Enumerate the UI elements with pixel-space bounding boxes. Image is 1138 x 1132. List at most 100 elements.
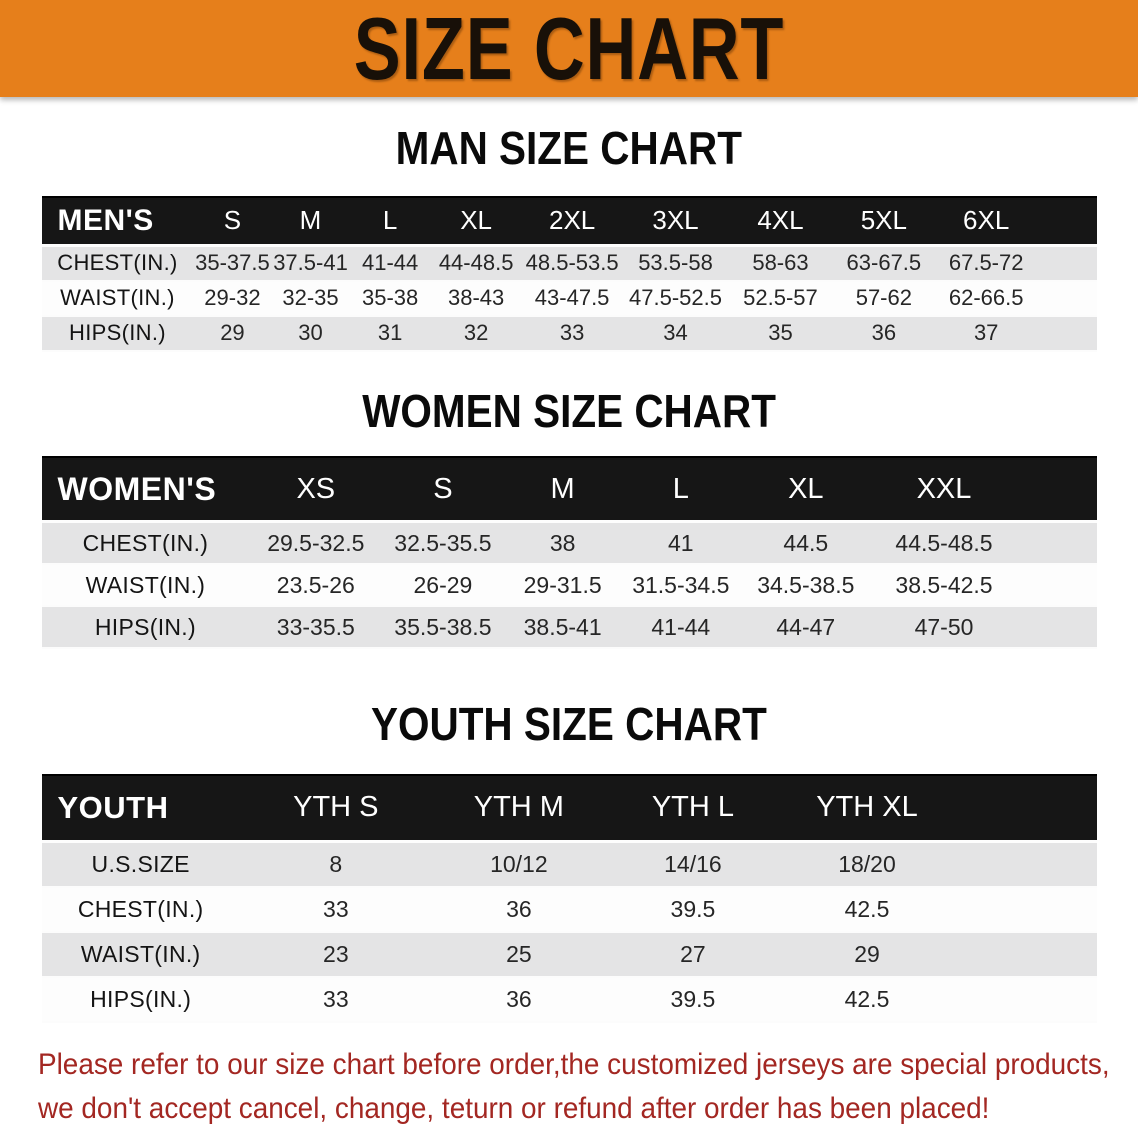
table-row: WAIST(IN.) 23 25 27 29	[41, 932, 1097, 978]
size-value-cell: 33-35.5	[249, 607, 383, 650]
size-value-cell: 29	[193, 316, 272, 352]
measurement-label: WAIST(IN.)	[41, 565, 250, 608]
table-corner-label: MEN'S	[41, 195, 194, 247]
table-row: HIPS(IN.) 29 30 31 32 33 34 35 36 37	[41, 316, 1097, 352]
size-value-cell: 8	[239, 842, 432, 888]
filler-cell	[954, 932, 1097, 978]
size-column-header: XL	[430, 195, 522, 247]
size-value-cell: 34.5-38.5	[739, 565, 872, 608]
table-row: WAIST(IN.) 23.5-26 26-29 29-31.5 31.5-34.5 34…	[41, 565, 1097, 608]
size-column-header: 6XL	[935, 195, 1038, 247]
size-column-header: YTH L	[605, 773, 780, 843]
size-value-cell: 29	[779, 932, 955, 978]
size-value-cell: 32-35	[271, 281, 350, 317]
size-value-cell: 44.5	[739, 523, 872, 566]
measurement-label: CHEST(IN.)	[41, 246, 194, 282]
filler-cell	[1016, 607, 1097, 650]
size-column-header: 4XL	[728, 195, 833, 247]
women-section-heading: WOMEN SIZE CHART	[0, 384, 1138, 437]
filler-header-cell	[954, 773, 1097, 843]
measurement-label: U.S.SIZE	[41, 842, 240, 888]
measurement-label: CHEST(IN.)	[41, 523, 250, 566]
size-value-cell: 44-48.5	[430, 246, 522, 282]
size-value-cell: 36	[431, 887, 606, 933]
size-value-cell: 37	[935, 316, 1038, 352]
size-value-cell: 47-50	[871, 607, 1017, 650]
size-value-cell: 39.5	[605, 977, 780, 1023]
banner-title: SIZE CHART	[353, 0, 785, 98]
filler-cell	[1037, 316, 1097, 352]
filler-cell	[1037, 246, 1097, 282]
size-value-cell: 25	[431, 932, 606, 978]
women-section-heading-text: WOMEN SIZE CHART	[362, 384, 776, 437]
table-header-row: MEN'S S M L XL 2XL 3XL 4XL 5XL 6XL	[41, 195, 1097, 247]
size-value-cell: 35-38	[349, 281, 431, 317]
measurement-label: WAIST(IN.)	[41, 281, 194, 317]
size-value-cell: 42.5	[779, 977, 955, 1023]
size-column-header: XL	[739, 456, 872, 524]
table-corner-label: WOMEN'S	[41, 456, 250, 524]
youth-section-heading: YOUTH SIZE CHART	[0, 699, 1138, 750]
filler-cell	[954, 842, 1097, 888]
size-value-cell: 53.5-58	[622, 246, 729, 282]
size-value-cell: 38.5-42.5	[871, 565, 1017, 608]
measurement-label: HIPS(IN.)	[41, 977, 240, 1023]
table-row: CHEST(IN.) 35-37.5 37.5-41 41-44 44-48.5 48.5…	[41, 246, 1097, 282]
size-column-header: S	[193, 195, 272, 247]
size-value-cell: 42.5	[779, 887, 955, 933]
men-size-table: MEN'S S M L XL 2XL 3XL 4XL 5XL 6XL CHEST(IN.) 35-37…	[41, 195, 1097, 352]
men-section-heading-text: MAN SIZE CHART	[395, 122, 743, 174]
size-value-cell: 44-47	[739, 607, 872, 650]
size-column-header: S	[382, 456, 504, 524]
size-value-cell: 35	[728, 316, 833, 352]
filler-cell	[1037, 281, 1097, 317]
size-value-cell: 36	[832, 316, 936, 352]
disclaimer-line-2: we don't accept cancel, change, teturn o…	[38, 1091, 990, 1125]
measurement-label: WAIST(IN.)	[41, 932, 240, 978]
size-value-cell: 23	[239, 932, 432, 978]
size-value-cell: 63-67.5	[832, 246, 936, 282]
disclaimer-line-1: Please refer to our size chart before or…	[38, 1047, 1110, 1081]
table-row: WAIST(IN.) 29-32 32-35 35-38 38-43 43-47.5 47.…	[41, 281, 1097, 317]
men-section-heading: MAN SIZE CHART	[0, 123, 1138, 174]
measurement-label: CHEST(IN.)	[41, 887, 240, 933]
size-value-cell: 29-31.5	[503, 565, 622, 608]
size-column-header: 3XL	[622, 195, 729, 247]
disclaimer-text: Please refer to our size chart before or…	[38, 1043, 1138, 1131]
women-size-table: WOMEN'S XS S M L XL XXL CHEST(IN.) 29.5-32.5 32.5…	[41, 456, 1097, 650]
size-value-cell: 44.5-48.5	[871, 523, 1017, 566]
size-value-cell: 32.5-35.5	[382, 523, 504, 566]
youth-size-table: YOUTH YTH S YTH M YTH L YTH XL U.S.SIZE 8 10/12…	[41, 773, 1097, 1023]
size-column-header: 2XL	[521, 195, 623, 247]
size-value-cell: 34	[622, 316, 729, 352]
filler-header-cell	[1037, 195, 1097, 247]
size-value-cell: 35-37.5	[193, 246, 272, 282]
size-value-cell: 38	[503, 523, 622, 566]
table-corner-label: YOUTH	[41, 773, 240, 843]
size-value-cell: 29-32	[193, 281, 272, 317]
size-value-cell: 38-43	[430, 281, 522, 317]
size-value-cell: 33	[239, 887, 432, 933]
size-value-cell: 27	[605, 932, 780, 978]
size-column-header: M	[503, 456, 622, 524]
size-value-cell: 18/20	[779, 842, 955, 888]
size-value-cell: 41-44	[349, 246, 431, 282]
youth-section-heading-text: YOUTH SIZE CHART	[371, 698, 767, 751]
size-column-header: M	[271, 195, 350, 247]
size-column-header: 5XL	[832, 195, 936, 247]
filler-cell	[1016, 565, 1097, 608]
size-column-header: YTH XL	[779, 773, 955, 843]
table-row: U.S.SIZE 8 10/12 14/16 18/20	[41, 842, 1097, 888]
size-value-cell: 38.5-41	[503, 607, 622, 650]
size-chart-banner: SIZE CHART	[0, 0, 1138, 97]
table-header-row: YOUTH YTH S YTH M YTH L YTH XL	[41, 773, 1097, 843]
size-value-cell: 47.5-52.5	[622, 281, 729, 317]
size-value-cell: 57-62	[832, 281, 936, 317]
table-row: CHEST(IN.) 29.5-32.5 32.5-35.5 38 41 44.5 44.5…	[41, 523, 1097, 566]
table-row: CHEST(IN.) 33 36 39.5 42.5	[41, 887, 1097, 933]
size-value-cell: 41-44	[621, 607, 740, 650]
size-value-cell: 67.5-72	[935, 246, 1038, 282]
size-value-cell: 26-29	[382, 565, 504, 608]
size-value-cell: 31	[349, 316, 431, 352]
